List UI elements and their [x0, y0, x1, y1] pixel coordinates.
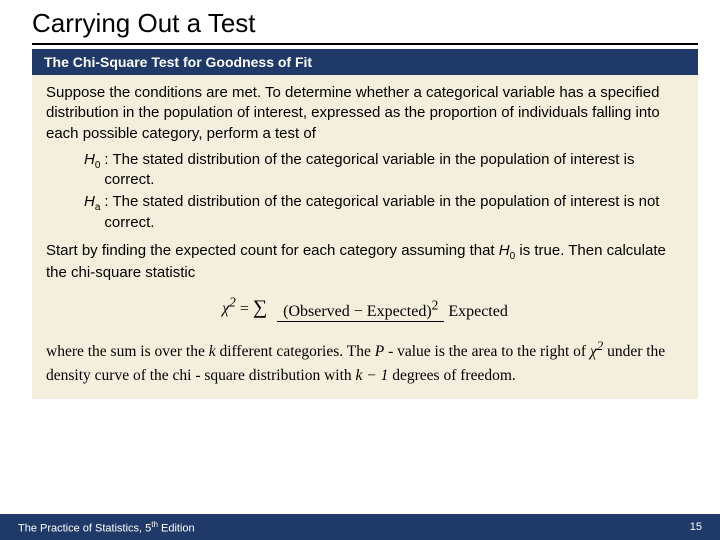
formula-chi: χ2 — [222, 300, 236, 317]
formula-fraction: (Observed − Expected)2 Expected — [277, 296, 508, 322]
closing-p: P — [375, 343, 384, 360]
h0-text: : The stated distribution of the categor… — [104, 150, 684, 191]
footer-left-b: Edition — [158, 522, 195, 534]
ha-line: Ha : The stated distribution of the cate… — [84, 192, 684, 233]
mid-text-a: Start by finding the expected count for … — [46, 242, 499, 259]
ha-letter: H — [84, 193, 95, 210]
footer-left: The Practice of Statistics, 5th Edition — [18, 520, 195, 535]
formula-num-sup: 2 — [432, 297, 439, 312]
h0-letter: H — [84, 151, 95, 168]
closing-paragraph: where the sum is over the k different ca… — [46, 336, 684, 387]
chi-square-formula: χ2 = ∑ (Observed − Expected)2 Expected — [46, 294, 684, 323]
intro-paragraph: Suppose the conditions are met. To deter… — [46, 83, 684, 144]
closing-minus1: − 1 — [362, 367, 388, 384]
ha-text: : The stated distribution of the categor… — [104, 192, 684, 233]
closing-a: where the sum is over the — [46, 343, 209, 360]
h0-sub: 0 — [95, 160, 101, 171]
ha-sub: a — [95, 202, 101, 213]
mid-h0-letter: H — [499, 242, 510, 259]
mid-h0: H0 — [499, 242, 515, 259]
closing-chi-sym: χ — [590, 343, 597, 360]
hypotheses-block: H0 : The stated distribution of the cate… — [84, 150, 684, 233]
h0-line: H0 : The stated distribution of the cate… — [84, 150, 684, 191]
closing-chi2: χ2 — [590, 343, 603, 360]
closing-c: - value is the area to the right of — [384, 343, 590, 360]
formula-num-text: (Observed − Expected) — [283, 303, 432, 320]
mid-paragraph: Start by finding the expected count for … — [46, 241, 684, 284]
formula-chi-sup: 2 — [229, 295, 236, 310]
formula-denominator: Expected — [448, 302, 508, 320]
footer-sup: th — [151, 520, 158, 529]
ha-label: Ha — [84, 192, 100, 233]
closing-k: k — [209, 343, 216, 360]
h0-label: H0 — [84, 150, 100, 191]
closing-km1: k − 1 — [356, 367, 389, 384]
footer-bar: The Practice of Statistics, 5th Edition … — [0, 514, 720, 540]
closing-b: different categories. The — [216, 343, 375, 360]
formula-eq: = — [236, 300, 253, 317]
page-number: 15 — [690, 521, 702, 533]
closing-e: degrees of freedom. — [392, 367, 516, 384]
subtitle-bar: The Chi-Square Test for Goodness of Fit — [32, 49, 698, 75]
footer-left-a: The Practice of Statistics, 5 — [18, 522, 151, 534]
content-box: Suppose the conditions are met. To deter… — [32, 75, 698, 399]
title-underline — [32, 43, 698, 45]
slide-title: Carrying Out a Test — [0, 0, 720, 43]
formula-numerator: (Observed − Expected)2 — [277, 303, 444, 322]
formula-sum: ∑ — [253, 296, 267, 318]
